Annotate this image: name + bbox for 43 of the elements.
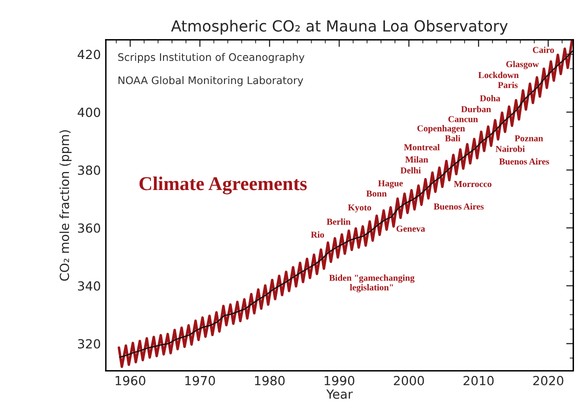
annotation: Buenos Aires: [499, 158, 550, 165]
annotation: Glasgow: [506, 60, 539, 70]
annotation: Buenos Aires: [434, 203, 484, 210]
annotation: Paris: [498, 82, 518, 88]
annotation: Scripps Institution of Oceanography: [118, 52, 304, 64]
annotation: NOAA Global Monitoring Laboratory: [118, 76, 304, 86]
annotation: Delhi: [400, 167, 421, 174]
annotation: Poznan: [514, 135, 544, 142]
y-tick-label: 400: [78, 108, 100, 118]
annotation: Montreal: [404, 144, 440, 150]
x-tick-label: 1990: [324, 376, 354, 386]
y-axis-title: CO₂ mole fraction (ppm): [59, 130, 72, 281]
y-tick-label: 340: [78, 281, 100, 291]
x-tick-label: 2010: [464, 376, 494, 386]
x-tick-label: 2000: [394, 376, 424, 386]
y-tick-label: 320: [78, 339, 100, 349]
annotation: Doha: [480, 94, 500, 102]
annotation: Climate Agreements: [140, 176, 307, 194]
x-tick-label: 1980: [255, 376, 285, 386]
annotation: Bali: [445, 135, 460, 142]
x-tick-label: 1960: [116, 376, 146, 386]
x-tick-label: 1970: [185, 376, 215, 386]
annotation: Durban: [461, 106, 491, 112]
annotation: Bonn: [366, 190, 387, 197]
annotation: Nairobi: [496, 146, 525, 152]
annotation: Cairo: [532, 46, 554, 53]
annotation: Berlin: [326, 218, 351, 225]
annotation: Biden "gamechanging legislation": [329, 274, 414, 292]
annotation: Rio: [310, 231, 324, 238]
annotation: Geneva: [396, 226, 426, 232]
chart-title: Atmospheric CO₂ at Mauna Loa Observatory: [171, 20, 508, 35]
annotation: Hague: [378, 180, 403, 188]
y-tick-label: 420: [78, 50, 100, 60]
annotation: Morrocco: [454, 181, 492, 188]
annotation: Copenhagen: [417, 125, 465, 134]
annotation: Kyoto: [348, 204, 372, 212]
x-axis-title: Year: [326, 390, 353, 399]
y-tick-label: 360: [78, 223, 100, 233]
y-tick-label: 380: [78, 165, 100, 175]
annotation: Cancun: [448, 116, 478, 122]
annotation: Milan: [405, 156, 428, 163]
annotation: Lockdown: [478, 72, 519, 78]
x-tick-label: 2020: [533, 376, 564, 386]
